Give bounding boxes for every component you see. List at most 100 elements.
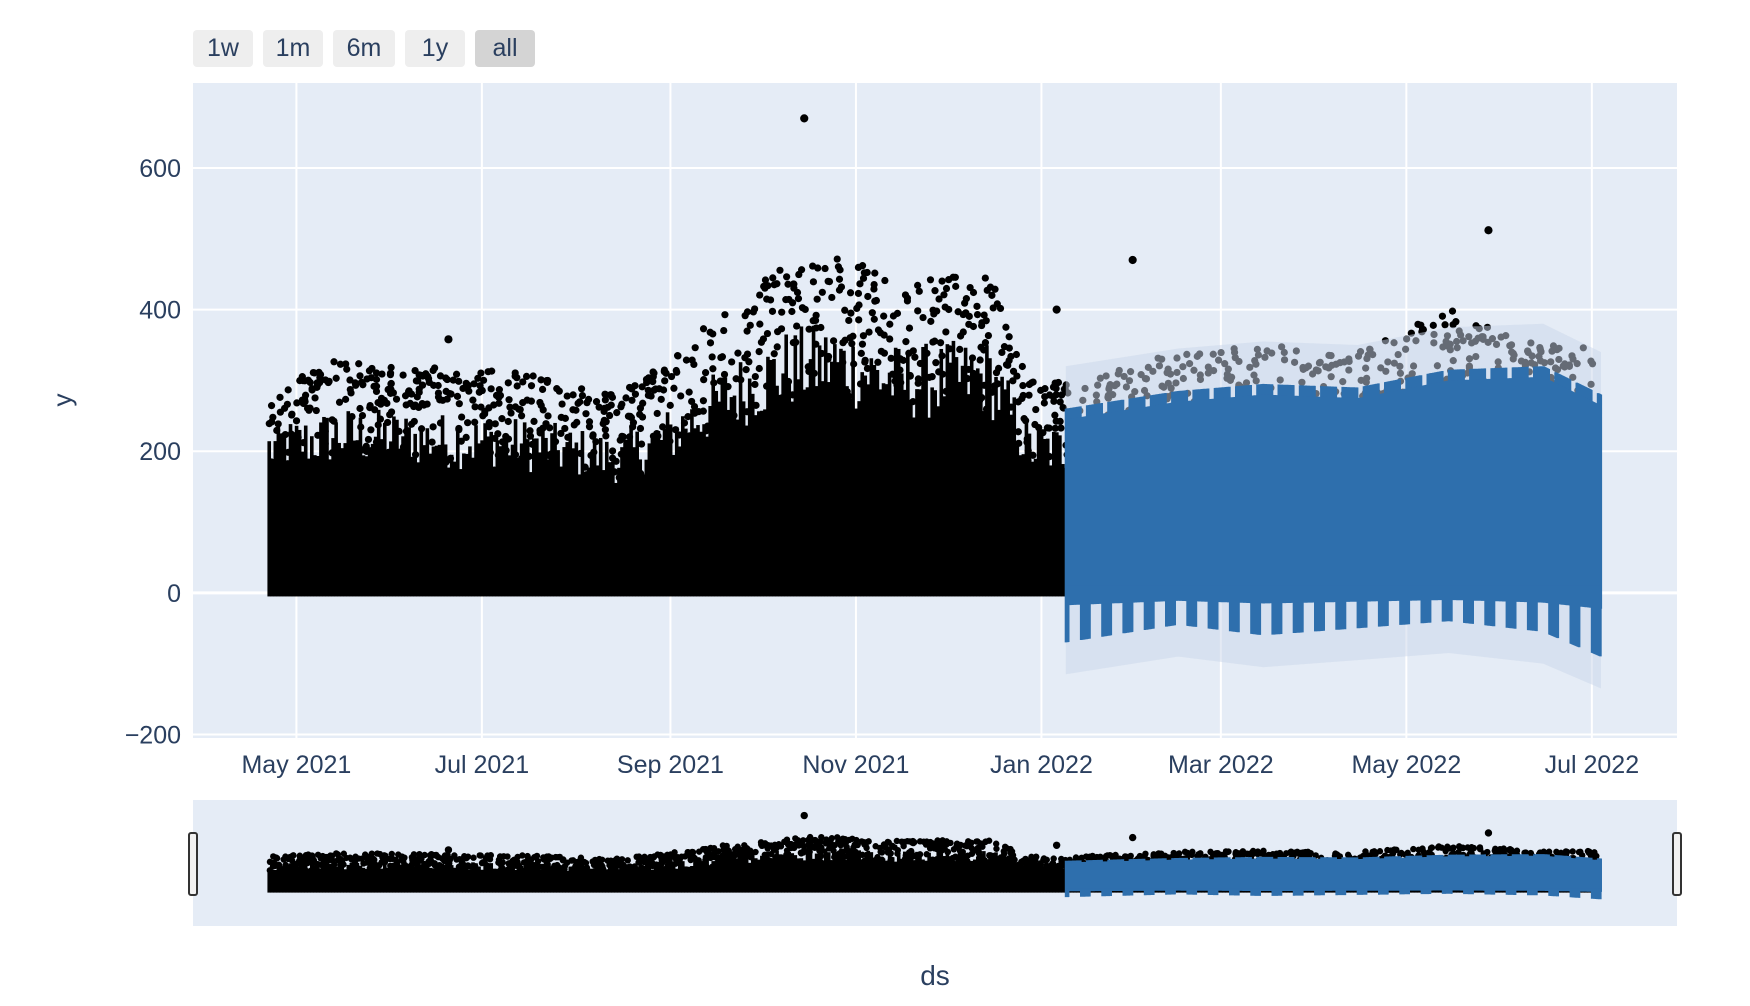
actual-point-strip: [462, 866, 466, 893]
actual-point-strip: [547, 863, 551, 893]
actual-point-strip: [519, 865, 524, 893]
actual-point-strip: [936, 851, 941, 893]
actual-point: [292, 417, 301, 425]
actual-point: [485, 404, 493, 412]
actual-point: [406, 399, 414, 407]
actual-point: [342, 360, 350, 368]
actual-point: [1470, 844, 1478, 852]
actual-point-strip: [1048, 863, 1053, 893]
actual-point: [1005, 344, 1013, 352]
actual-point-strip: [477, 443, 481, 597]
actual-point-strip: [988, 358, 992, 597]
actual-point: [871, 269, 879, 277]
actual-point-strip: [559, 466, 563, 597]
actual-point: [923, 349, 931, 357]
actual-point: [1056, 398, 1064, 406]
actual-point: [1054, 378, 1062, 387]
actual-point-strip: [434, 865, 439, 893]
actual-point: [931, 337, 939, 345]
actual-point-strip: [446, 862, 451, 893]
actual-point: [444, 855, 451, 863]
actual-point-strip: [963, 347, 968, 597]
actual-point: [641, 853, 648, 861]
actual-point: [887, 405, 895, 414]
actual-point-strip: [611, 461, 615, 597]
actual-point: [975, 849, 982, 857]
actual-point: [621, 453, 629, 461]
actual-point-strip: [781, 373, 785, 597]
actual-point: [386, 369, 395, 377]
actual-point-strip: [531, 438, 536, 597]
actual-point: [966, 861, 974, 868]
actual-point-strip: [954, 357, 959, 597]
range-button-1w[interactable]: 1w: [193, 30, 253, 67]
actual-point-strip: [778, 854, 782, 893]
actual-point: [734, 845, 742, 852]
actual-point-strip: [589, 868, 594, 893]
actual-point-strip: [489, 863, 494, 893]
actual-point-strip: [370, 443, 375, 597]
range-button-all[interactable]: all: [475, 30, 535, 67]
actual-point-strip: [720, 377, 725, 597]
actual-point: [383, 418, 392, 427]
actual-point: [504, 417, 512, 426]
actual-point-strip: [653, 862, 658, 893]
actual-point: [973, 310, 982, 319]
actual-point-strip: [553, 870, 557, 893]
actual-point-strip: [869, 358, 874, 597]
actual-point: [446, 454, 455, 462]
actual-point-strip: [878, 389, 883, 597]
actual-point: [496, 476, 504, 485]
actual-point: [1452, 318, 1460, 326]
actual-point-strip: [963, 857, 968, 893]
actual-point-strip: [687, 434, 691, 597]
actual-point: [657, 395, 665, 403]
actual-point: [434, 381, 442, 390]
actual-point-strip: [1027, 863, 1032, 893]
actual-point: [471, 418, 479, 426]
actual-point-strip: [787, 383, 792, 597]
actual-point-strip: [680, 861, 685, 893]
actual-point: [916, 851, 924, 858]
actual-point: [519, 399, 527, 407]
actual-point: [1414, 320, 1422, 328]
actual-point: [284, 448, 292, 456]
actual-point: [1052, 384, 1060, 393]
actual-point: [1224, 848, 1232, 855]
actual-point: [949, 854, 956, 862]
actual-point-strip: [614, 865, 618, 893]
range-button-1y[interactable]: 1y: [405, 30, 465, 67]
actual-point: [1438, 844, 1445, 851]
actual-point-strip: [553, 422, 557, 597]
actual-point-strip: [872, 857, 877, 893]
range-slider-handle-right[interactable]: [1672, 832, 1682, 896]
actual-point-strip: [735, 858, 740, 893]
actual-point-strip: [1030, 461, 1035, 597]
actual-point: [1459, 844, 1467, 851]
actual-point: [353, 461, 362, 469]
actual-point-strip: [522, 867, 527, 893]
actual-point: [673, 352, 682, 360]
actual-point: [910, 839, 917, 847]
actual-point: [556, 864, 564, 872]
actual-point: [806, 833, 814, 841]
actual-point-strip: [358, 417, 363, 597]
actual-point-strip: [535, 864, 539, 893]
actual-point-strip: [498, 866, 503, 893]
actual-point: [981, 274, 989, 282]
actual-point: [1003, 858, 1010, 865]
range-slider-handle-left[interactable]: [188, 832, 198, 896]
actual-point: [843, 843, 850, 851]
range-button-1m[interactable]: 1m: [263, 30, 323, 67]
actual-point: [740, 846, 747, 853]
actual-point: [1438, 312, 1447, 320]
actual-point: [415, 403, 423, 412]
actual-point: [834, 834, 841, 841]
actual-point: [567, 492, 575, 500]
range-button-6m[interactable]: 6m: [333, 30, 395, 67]
actual-point-strip: [641, 474, 646, 597]
actual-point: [591, 857, 599, 864]
actual-point: [966, 439, 974, 448]
actual-point: [550, 869, 557, 877]
actual-point: [975, 844, 982, 852]
